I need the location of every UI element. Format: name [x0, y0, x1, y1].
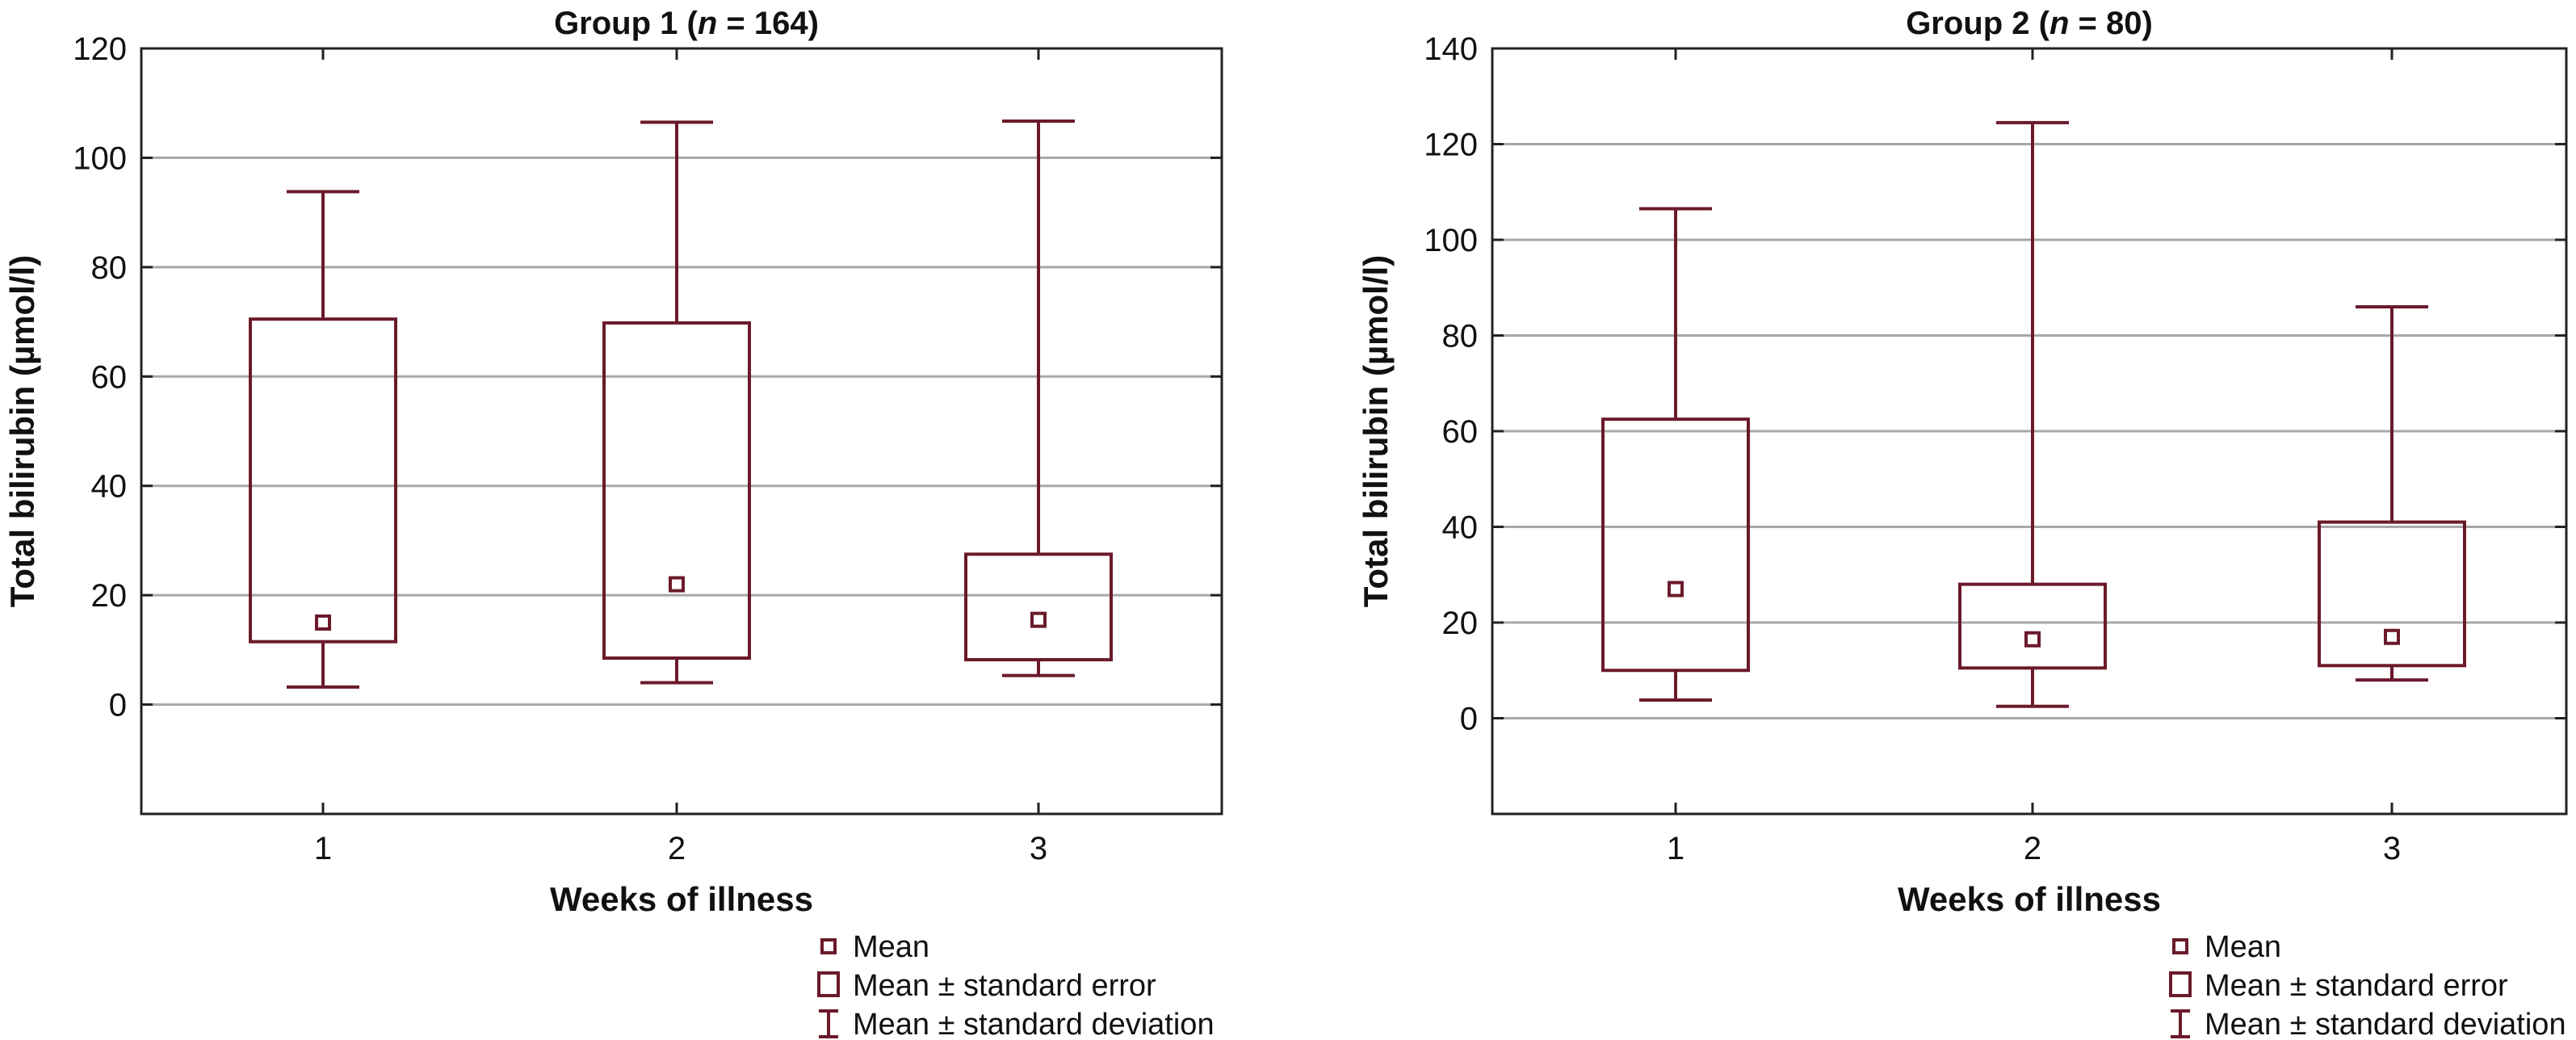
y-tick-label: 140	[1424, 31, 1478, 67]
y-tick-label: 20	[1442, 606, 1479, 641]
y-tick-label: 20	[91, 578, 128, 614]
legend-se-icon	[817, 971, 840, 997]
y-axis-label: Total bilirubin (µmol/l)	[3, 255, 41, 607]
x-axis-label: Weeks of illness	[550, 880, 813, 918]
y-axis-label: Total bilirubin (µmol/l)	[1357, 255, 1395, 607]
legend: Mean Mean ± standard error Mean ± standard…	[817, 930, 1215, 1040]
x-tick-label: 3	[2383, 831, 2401, 866]
legend-label: Mean ± standard error	[2205, 969, 2508, 1003]
se-box	[2318, 520, 2466, 668]
y-tick-label: 100	[1424, 223, 1478, 258]
x-tick-label: 1	[314, 831, 332, 866]
x-axis-label: Weeks of illness	[1898, 880, 2161, 918]
chart-title: Group 1 (n = 164)	[554, 6, 819, 41]
se-box	[602, 321, 751, 660]
chart-title-prefix: Group 1 (	[554, 6, 698, 41]
legend-label: Mean	[853, 930, 929, 964]
mean-marker	[2024, 631, 2041, 648]
y-tick-label: 80	[91, 250, 128, 286]
legend-label: Mean	[2205, 930, 2281, 964]
chart-title-n: n	[698, 6, 717, 41]
x-tick-label: 2	[2024, 831, 2041, 866]
legend-label: Mean ± standard deviation	[853, 1008, 1215, 1040]
legend-label: Mean ± standard error	[853, 969, 1156, 1003]
x-tick-label: 3	[1030, 831, 1047, 866]
legend-label: Mean ± standard deviation	[2205, 1008, 2566, 1040]
legend-se-icon	[2169, 971, 2192, 997]
chart-panel-2: 0 20 40 60 80 100 120 140 1 2 3 Group 2 (n = 80) Wee…	[1357, 6, 2568, 1040]
chart-title-prefix: Group 2 (	[1906, 6, 2049, 41]
chart-title-suffix: = 80)	[2069, 6, 2152, 41]
y-tick-label: 40	[91, 469, 128, 505]
legend-mean-icon	[2172, 938, 2188, 954]
chart-title: Group 2 (n = 80)	[1906, 6, 2153, 41]
mean-marker	[315, 614, 331, 631]
se-box	[964, 552, 1113, 662]
y-tick-label: 80	[1442, 319, 1479, 354]
y-tick-label: 100	[73, 140, 127, 176]
y-tick-label: 120	[73, 31, 127, 67]
y-tick-label: 60	[91, 359, 128, 395]
y-tick-label: 120	[1424, 128, 1478, 163]
mean-marker	[1668, 581, 1684, 598]
plot-frame	[140, 47, 1223, 816]
x-tick-label: 2	[668, 831, 686, 866]
mean-marker	[2384, 628, 2400, 645]
mean-marker	[1030, 611, 1047, 628]
mean-marker	[669, 576, 685, 593]
chart-panel-1: 0 20 40 60 80 100 120 1 2 3 Group 1 (n = 164) Weeks…	[3, 6, 1223, 1040]
se-box	[249, 317, 397, 644]
chart-title-suffix: = 164)	[717, 6, 819, 41]
legend: Mean Mean ± standard error Mean ± standard…	[2169, 930, 2566, 1040]
se-box	[1958, 582, 2107, 670]
legend-mean-icon	[820, 938, 837, 954]
y-tick-label: 60	[1442, 414, 1479, 450]
x-tick-label: 1	[1667, 831, 1684, 866]
se-box	[1601, 417, 1750, 673]
y-tick-label: 0	[109, 688, 127, 723]
chart-title-n: n	[2049, 6, 2069, 41]
y-tick-label: 0	[1460, 702, 1478, 737]
y-tick-label: 40	[1442, 510, 1479, 546]
